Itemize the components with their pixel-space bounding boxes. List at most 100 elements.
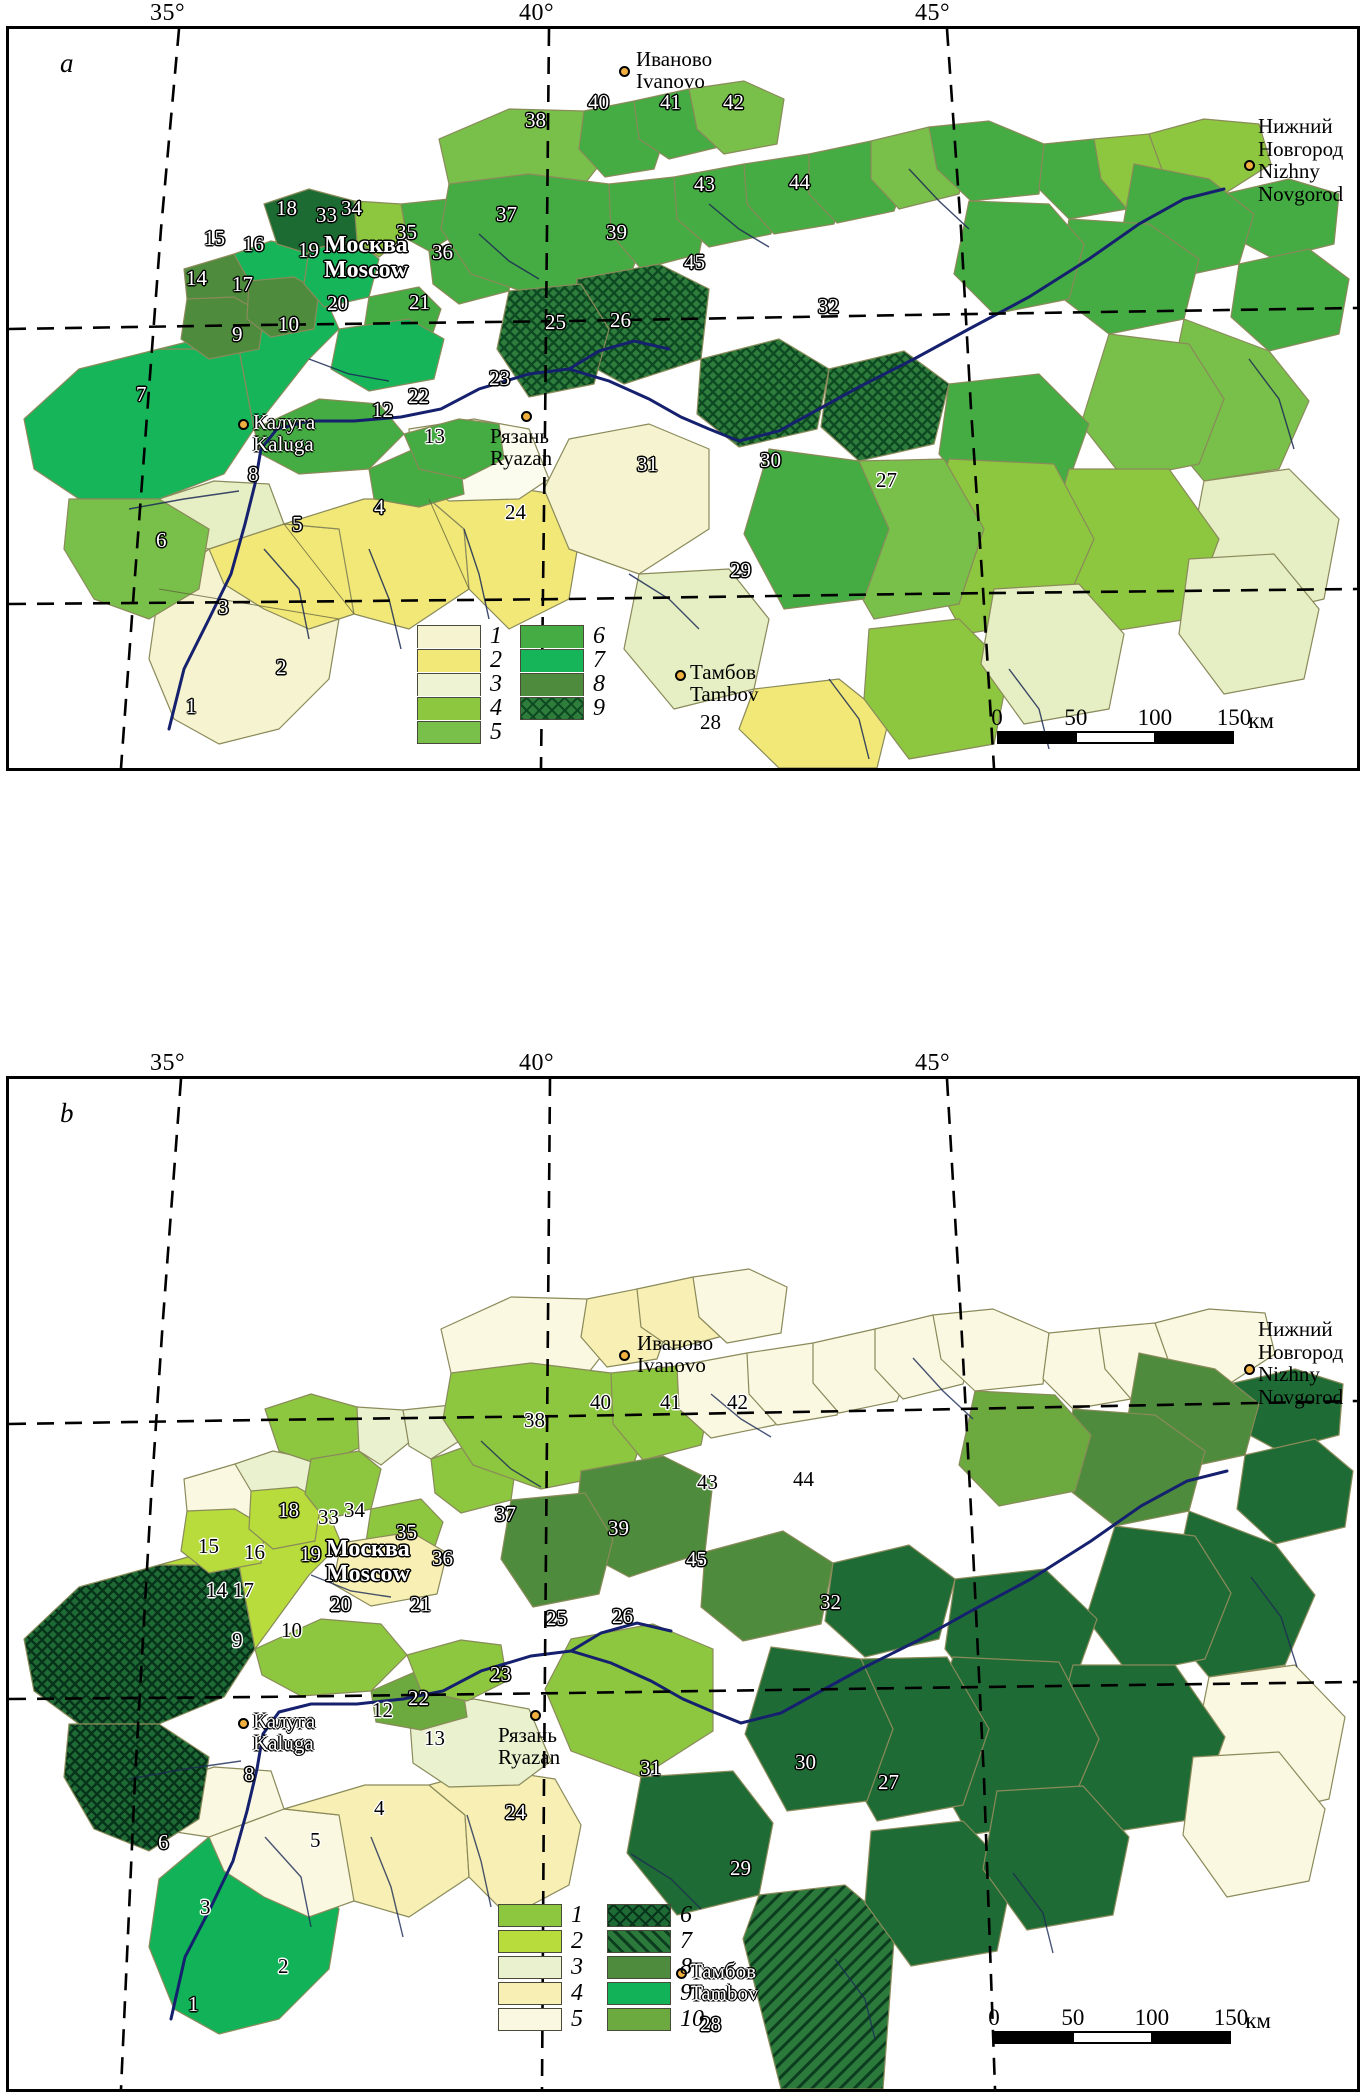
city-label-ru: Нижний bbox=[1258, 114, 1333, 138]
legend-item: 3 bbox=[417, 672, 502, 696]
legend-number: 2 bbox=[571, 1928, 583, 1954]
legend-swatch bbox=[607, 1955, 671, 1979]
lon-label-45-b: 45° bbox=[915, 1050, 951, 1076]
region-number: 26 bbox=[610, 308, 631, 332]
city-dot-tambov bbox=[675, 670, 686, 681]
city-label-ru: Рязань bbox=[490, 424, 549, 448]
legend-swatch bbox=[607, 1981, 671, 2005]
legend-swatch bbox=[498, 1955, 562, 1979]
region-number: 4 bbox=[374, 1796, 385, 1820]
scalebar-segment bbox=[999, 733, 1077, 742]
city-label-en: Nizhny bbox=[1258, 1362, 1320, 1387]
region-number: 28 bbox=[700, 710, 721, 734]
region-number: 15 bbox=[204, 226, 225, 250]
region-number: 39 bbox=[606, 220, 627, 244]
legend-swatch bbox=[417, 624, 481, 648]
scalebar-tick: 50 bbox=[1064, 705, 1088, 730]
scalebar-a: 0 50 100 150 км bbox=[991, 705, 1274, 744]
region-number: 44 bbox=[793, 1467, 814, 1491]
legend-number: 5 bbox=[571, 2006, 583, 2032]
region-number: 33 bbox=[318, 1505, 339, 1529]
city-label-en2: Novgorod bbox=[1258, 1385, 1344, 1410]
city-label-ru: Калуга bbox=[253, 1709, 316, 1733]
city-dot-kaluga bbox=[238, 419, 249, 430]
scalebar-tick: 50 bbox=[1061, 2005, 1085, 2030]
scalebar-segment bbox=[1073, 2033, 1152, 2042]
scalebar-bar bbox=[997, 731, 1234, 744]
scalebar-segment bbox=[1154, 733, 1233, 742]
legend-number: 6 bbox=[680, 1902, 692, 1928]
region-number: 2 bbox=[278, 1954, 289, 1978]
region-number: 20 bbox=[330, 1592, 351, 1616]
region-number: 10 bbox=[278, 312, 299, 336]
legend-item: 2 bbox=[498, 1928, 583, 1954]
legend-swatch bbox=[498, 1903, 562, 1927]
legend-item: 5 bbox=[417, 720, 502, 744]
map-geometry-a bbox=[9, 29, 1357, 768]
legend-b-column-right: 6 7 8 9 10 bbox=[607, 1902, 704, 2032]
region-number: 38 bbox=[524, 1408, 545, 1432]
lon-label-35-b: 35° bbox=[150, 1050, 186, 1076]
legend-number: 7 bbox=[680, 1928, 692, 1954]
scalebar-ticks: 0 50 100 150 км bbox=[991, 705, 1274, 733]
legend-swatch bbox=[417, 672, 481, 696]
legend-item: 7 bbox=[607, 1928, 704, 1954]
region-number: 20 bbox=[327, 291, 348, 315]
map-canvas-a bbox=[9, 29, 1357, 768]
legend-swatch bbox=[520, 672, 584, 696]
legend-number: 4 bbox=[490, 695, 502, 721]
city-label-en: Kaluga bbox=[253, 1731, 314, 1756]
region-number: 39 bbox=[608, 1516, 629, 1540]
region-number: 23 bbox=[489, 366, 510, 390]
legend-item: 9 bbox=[607, 1980, 704, 2006]
region-number: 38 bbox=[525, 108, 546, 132]
city-label-ivanovo: Иваново Ivanovo bbox=[637, 1332, 713, 1376]
region-number: 12 bbox=[372, 1698, 393, 1722]
region-number: 19 bbox=[298, 238, 319, 262]
scalebar-unit: км bbox=[1248, 708, 1274, 733]
legend-number: 4 bbox=[571, 1980, 583, 2006]
legend-item: 10 bbox=[607, 2006, 704, 2032]
legend-item: 9 bbox=[520, 696, 605, 720]
legend-number: 6 bbox=[593, 623, 605, 649]
region-number: 44 bbox=[789, 170, 810, 194]
city-label-en: Moscow bbox=[324, 257, 408, 284]
city-label-ru: Тамбов bbox=[690, 660, 757, 684]
region-number: 18 bbox=[276, 196, 297, 220]
city-dot-kaluga bbox=[238, 1718, 249, 1729]
city-label-en: Ivanovo bbox=[637, 1353, 706, 1378]
city-label-tambov: Тамбов Tambov bbox=[690, 661, 759, 705]
legend-swatch bbox=[417, 720, 481, 744]
legend-item: 5 bbox=[498, 2006, 583, 2032]
city-label-en: Tambov bbox=[690, 682, 759, 707]
scalebar-tick: 150 bbox=[1216, 705, 1252, 730]
legend-b: 1 2 3 4 5 6 7 8 9 10 bbox=[498, 1902, 704, 2032]
region-number: 22 bbox=[408, 384, 429, 408]
region-number: 14 bbox=[206, 1578, 227, 1602]
legend-swatch bbox=[498, 1929, 562, 1953]
city-dot-ivanovo bbox=[619, 66, 630, 77]
region-number: 21 bbox=[410, 1592, 431, 1616]
region-number: 9 bbox=[232, 322, 243, 346]
region-number: 13 bbox=[424, 1726, 445, 1750]
city-label-nizhny-novgorod: Нижний Новгород Nizhny Novgorod bbox=[1258, 1318, 1343, 1409]
region-number: 24 bbox=[505, 500, 526, 524]
city-label-en: Ryazan bbox=[490, 446, 553, 471]
region-number: 17 bbox=[233, 1578, 254, 1602]
legend-swatch bbox=[520, 696, 584, 720]
region-number: 43 bbox=[697, 1470, 718, 1494]
legend-swatch bbox=[607, 1929, 671, 1953]
scalebar-tick: 100 bbox=[1137, 705, 1173, 730]
legend-number: 3 bbox=[490, 671, 502, 697]
region-number: 29 bbox=[730, 558, 751, 582]
region-number: 40 bbox=[588, 90, 609, 114]
city-dot-nizhny-novgorod bbox=[1244, 1364, 1255, 1375]
region-number: 1 bbox=[188, 1992, 199, 2016]
legend-b-column-left: 1 2 3 4 5 bbox=[498, 1902, 583, 2032]
scalebar-segment bbox=[1076, 733, 1155, 742]
region-number: 8 bbox=[248, 462, 259, 486]
map-geometry-b bbox=[9, 1079, 1357, 2089]
city-label-ryazan: Рязань Ryazan bbox=[498, 1724, 560, 1768]
region-number: 37 bbox=[495, 1502, 516, 1526]
